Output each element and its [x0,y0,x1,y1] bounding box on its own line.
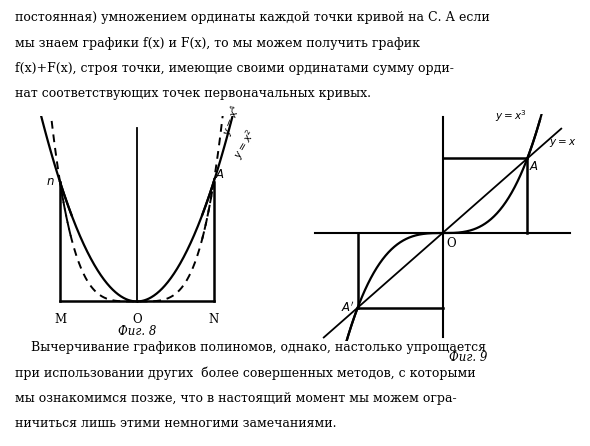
Text: O: O [132,314,142,326]
Text: N: N [209,314,219,326]
Text: мы знаем графики f(x) и F(x), то мы можем получить график: мы знаем графики f(x) и F(x), то мы може… [15,37,419,50]
Text: $n$: $n$ [46,175,55,188]
Text: $A'$: $A'$ [340,300,354,315]
Text: Фиг. 8: Фиг. 8 [117,326,156,339]
Text: нат соответствующих точек первоначальных кривых.: нат соответствующих точек первоначальных… [15,87,371,100]
Text: Фиг. 9: Фиг. 9 [449,351,487,364]
Text: $y=x^4$: $y=x^4$ [219,103,245,138]
Text: ничиться лишь этими немногими замечаниями.: ничиться лишь этими немногими замечаниям… [15,417,336,430]
Text: $y=x^3$: $y=x^3$ [495,108,527,124]
Text: O: O [446,237,455,250]
Text: при использовании других  более совершенных методов, с которыми: при использовании других более совершенн… [15,367,476,380]
Text: $y=x^2$: $y=x^2$ [231,127,260,162]
Text: f(x)+F(x), строя точки, имеющие своими ординатами сумму орди-: f(x)+F(x), строя точки, имеющие своими о… [15,62,454,75]
Text: $A$: $A$ [529,160,539,173]
Text: $A$: $A$ [215,168,224,181]
Text: $y=x$: $y=x$ [549,137,576,149]
Text: M: M [54,314,66,326]
Text: Вычерчивание графиков полиномов, однако, настолько упрощается: Вычерчивание графиков полиномов, однако,… [15,341,486,354]
Text: мы ознакомимся позже, что в настоящий момент мы можем огра-: мы ознакомимся позже, что в настоящий мо… [15,392,457,405]
Text: постоянная) умножением ординаты каждой точки кривой на С. А если: постоянная) умножением ординаты каждой т… [15,11,490,24]
